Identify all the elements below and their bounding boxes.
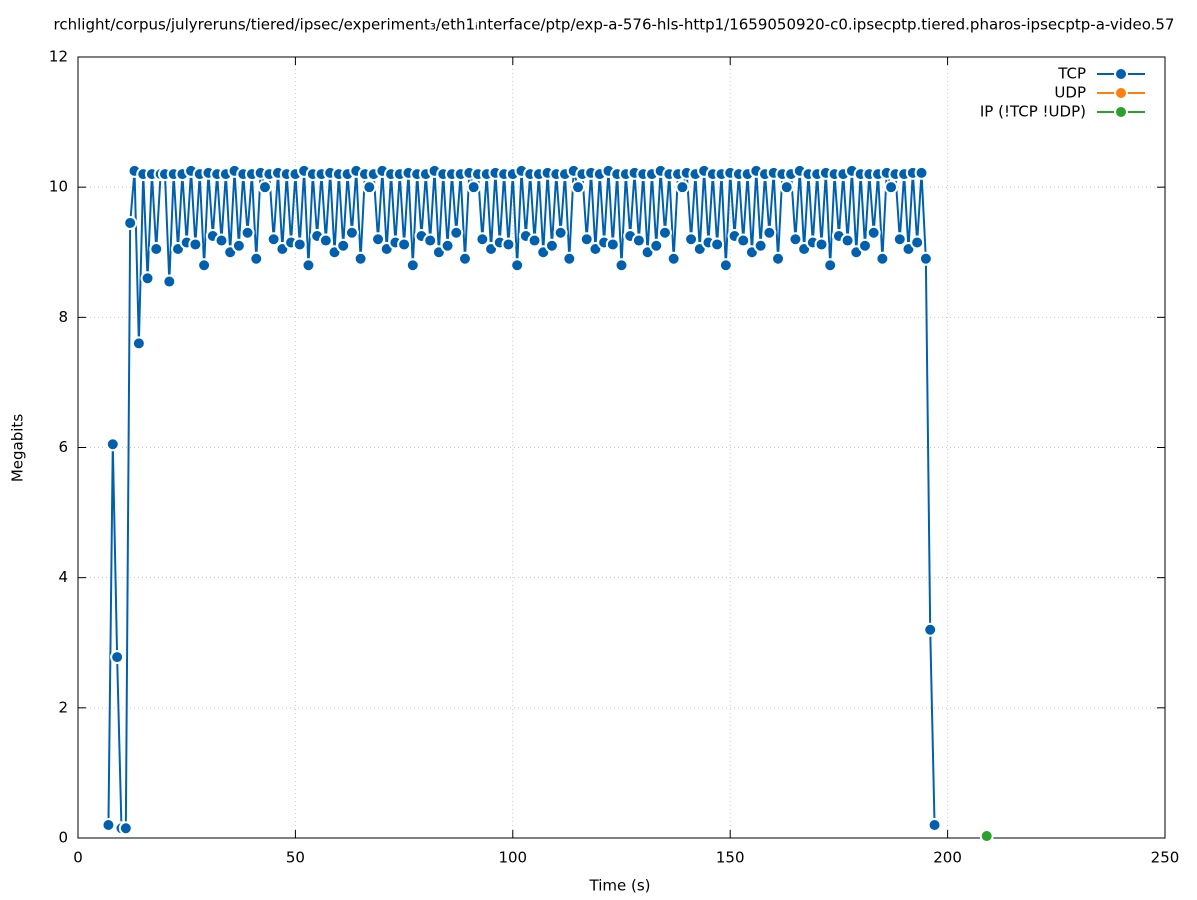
data-point <box>353 251 368 266</box>
data-point <box>736 233 751 248</box>
legend-label: TCP <box>1057 65 1086 83</box>
data-point <box>605 237 620 252</box>
data-point <box>371 232 386 247</box>
data-point <box>579 232 594 247</box>
data-point <box>814 237 829 252</box>
data-point <box>927 817 942 832</box>
y-tick-label: 12 <box>49 48 68 66</box>
legend-label: IP (!TCP !UDP) <box>980 103 1086 121</box>
data-point <box>214 233 229 248</box>
data-point <box>771 251 786 266</box>
y-tick-label: 6 <box>58 438 68 456</box>
data-point <box>405 258 420 273</box>
data-point <box>892 232 907 247</box>
data-point <box>240 225 255 240</box>
data-point <box>666 251 681 266</box>
data-point <box>318 233 333 248</box>
data-point <box>344 225 359 240</box>
data-point <box>501 237 516 252</box>
data-point <box>779 180 794 195</box>
data-point <box>762 225 777 240</box>
data-point <box>149 241 164 256</box>
data-point <box>131 336 146 351</box>
x-tick-label: 0 <box>73 849 83 867</box>
data-point <box>449 225 464 240</box>
data-point <box>753 238 768 253</box>
data-point <box>571 180 586 195</box>
data-point <box>140 271 155 286</box>
data-point <box>657 225 672 240</box>
data-point <box>466 180 481 195</box>
data-point <box>866 225 881 240</box>
data-point <box>649 238 664 253</box>
data-point <box>614 258 629 273</box>
x-tick-label: 150 <box>716 849 745 867</box>
x-tick-label: 200 <box>933 849 962 867</box>
x-tick-label: 250 <box>1151 849 1180 867</box>
data-point <box>188 237 203 252</box>
legend-marker <box>1114 67 1128 81</box>
data-point <box>162 274 177 289</box>
data-point <box>362 180 377 195</box>
data-point <box>257 180 272 195</box>
data-point <box>979 829 994 844</box>
data-point <box>718 258 733 273</box>
data-point <box>675 180 690 195</box>
data-point <box>266 232 281 247</box>
legend-marker <box>1114 86 1128 100</box>
x-tick-label: 50 <box>286 849 305 867</box>
data-point <box>544 238 559 253</box>
data-point <box>857 238 872 253</box>
y-tick-label: 2 <box>58 698 68 716</box>
x-tick-label: 100 <box>498 849 527 867</box>
data-point <box>788 232 803 247</box>
data-point <box>249 251 264 266</box>
data-point <box>562 251 577 266</box>
legend-label: UDP <box>1054 84 1086 102</box>
data-point <box>292 237 307 252</box>
data-point <box>457 251 472 266</box>
y-tick-label: 10 <box>49 178 68 196</box>
y-tick-label: 8 <box>58 308 68 326</box>
data-point <box>631 233 646 248</box>
data-point <box>910 235 925 250</box>
x-axis-label: Time (s) <box>589 877 651 895</box>
data-point <box>918 251 933 266</box>
data-point <box>440 238 455 253</box>
data-point <box>475 232 490 247</box>
data-point <box>923 622 938 637</box>
data-point <box>423 233 438 248</box>
plot-border <box>77 56 1166 839</box>
data-point <box>105 437 120 452</box>
y-tick-label: 0 <box>58 829 68 847</box>
data-point <box>197 258 212 273</box>
data-point <box>397 237 412 252</box>
data-point <box>510 258 525 273</box>
data-point <box>840 233 855 248</box>
data-point <box>336 238 351 253</box>
data-point <box>823 258 838 273</box>
data-point <box>914 165 929 180</box>
data-point <box>553 225 568 240</box>
data-point <box>101 817 116 832</box>
data-point <box>123 215 138 230</box>
data-point <box>884 180 899 195</box>
data-point <box>527 233 542 248</box>
legend-marker <box>1114 105 1128 119</box>
data-point <box>710 237 725 252</box>
data-point <box>684 232 699 247</box>
data-point <box>301 258 316 273</box>
chart-title: rchlight/corpus/julyreruns/tiered/ipsec/… <box>54 16 1175 34</box>
y-tick-label: 4 <box>58 568 68 586</box>
y-axis-label: Megabits <box>9 414 27 482</box>
data-point <box>118 821 133 836</box>
data-point <box>110 650 125 665</box>
data-point <box>231 238 246 253</box>
data-point <box>875 251 890 266</box>
